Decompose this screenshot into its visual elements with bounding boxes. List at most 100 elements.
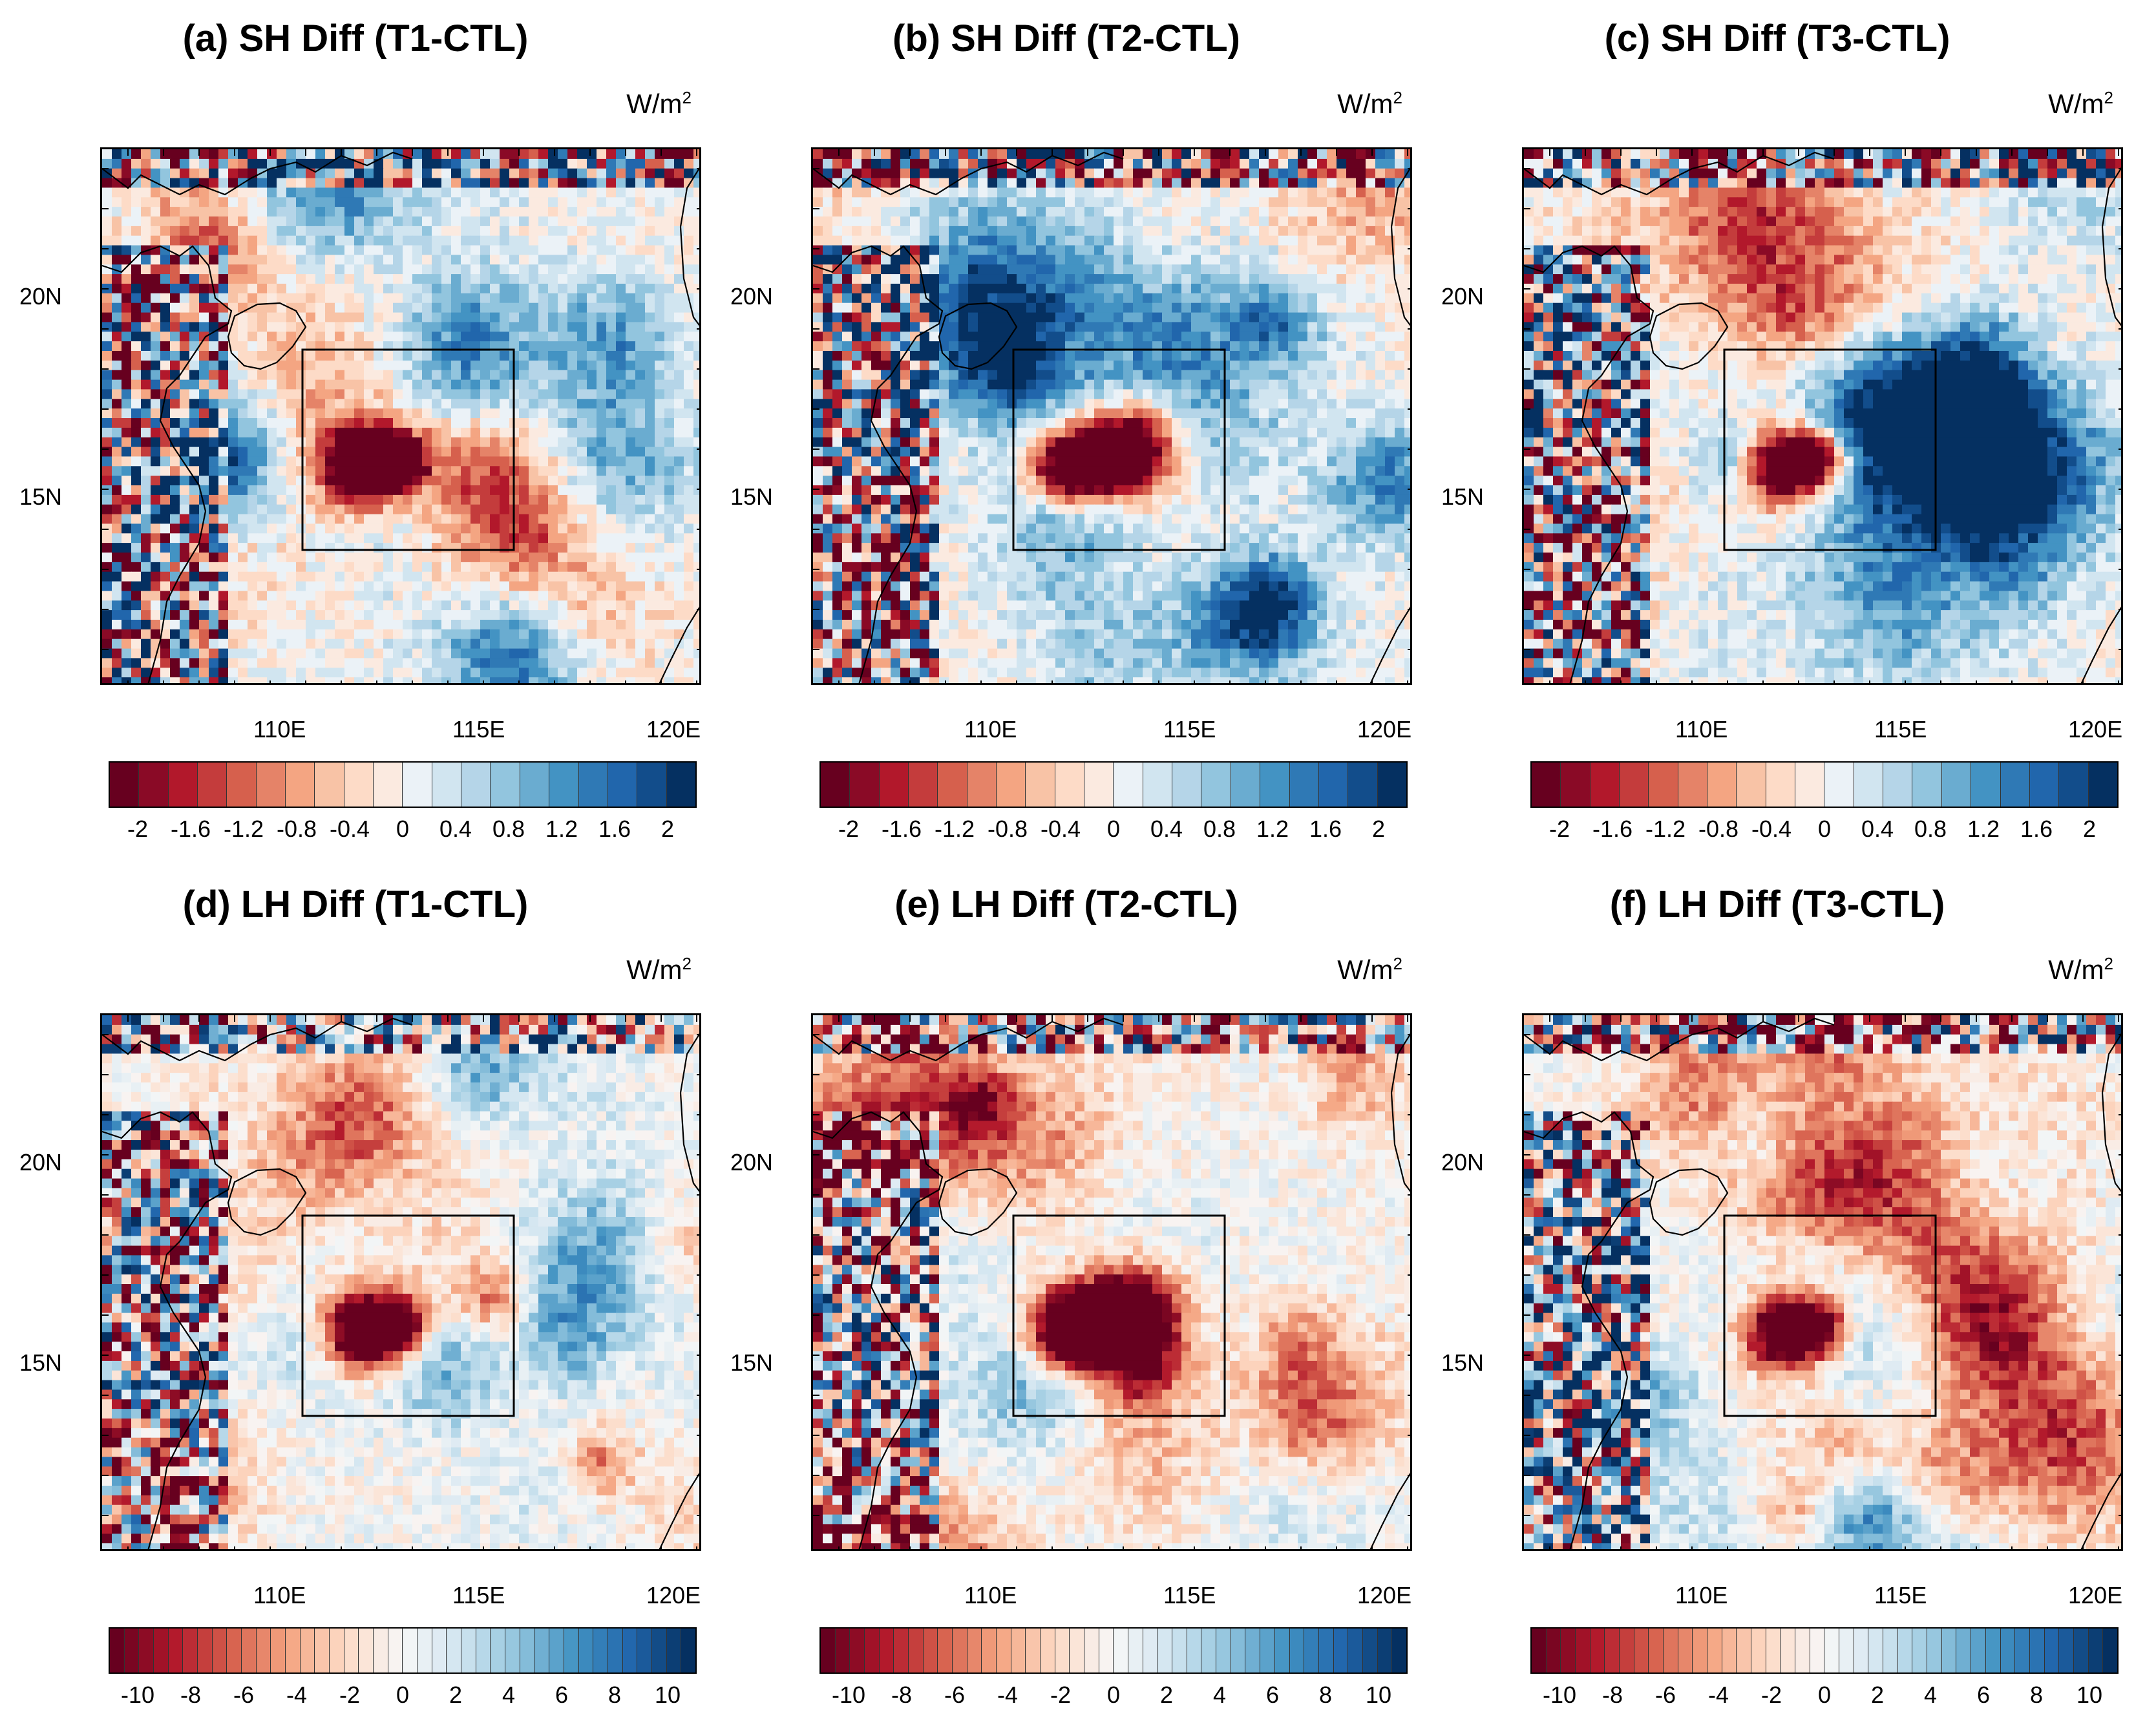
colorbar-bin [491, 1629, 506, 1672]
panel-title: (c) SH Diff (T3-CTL) [1422, 17, 2133, 60]
colorbar-bin [1274, 1629, 1290, 1672]
colorbar-bin [1377, 1629, 1393, 1672]
colorbar-bin [1927, 1629, 1942, 1672]
colorbar-bin [1231, 1629, 1246, 1672]
colorbar-tick-label: 0 [396, 1682, 409, 1709]
colorbar-bin [1897, 1629, 1913, 1672]
lon-label-115e: 115E [1163, 1582, 1216, 1609]
map-panel-c: (c) SH Diff (T3-CTL) W/m2 20N 15N 110E 115E 12… [1422, 0, 2123, 847]
colorbar-bin [1737, 1629, 1752, 1672]
map-panel-a: (a) SH Diff (T1-CTL) W/m2 20N 15N 110E 115E 12… [0, 0, 701, 847]
colorbar-bin [1026, 1629, 1041, 1672]
colorbar-bin [1956, 1629, 1972, 1672]
colorbar-bin [1649, 1629, 1664, 1672]
colorbar-bin [997, 1629, 1011, 1672]
colorbar-bin [1971, 763, 2001, 807]
colorbar-bin [154, 1629, 169, 1672]
study-region-box [301, 1214, 515, 1417]
colorbar-bin [1041, 1629, 1055, 1672]
colorbar-bin [1971, 1629, 1986, 1672]
colorbar-bin [578, 763, 608, 807]
colorbar-tick-label: -2 [127, 816, 148, 843]
colorbar-tick-label: -4 [1708, 1682, 1729, 1709]
colorbar-tick-label: -6 [233, 1682, 254, 1709]
colorbar-tick-label: 0 [396, 816, 409, 843]
colorbar-tick-label: -10 [1543, 1682, 1576, 1709]
colorbar-tick-label: 10 [2077, 1682, 2102, 1709]
colorbar-bin [271, 1629, 286, 1672]
colorbar-tick-label: 0.4 [1150, 816, 1183, 843]
colorbar-bin [520, 763, 550, 807]
colorbar-bin [1912, 763, 1942, 807]
colorbar-bin [1245, 1629, 1261, 1672]
east-coastline [1369, 167, 1410, 683]
colorbar-tick-label: 1.6 [1309, 816, 1342, 843]
lon-label-120e: 120E [2068, 716, 2122, 743]
colorbar-tick-label: -6 [1655, 1682, 1676, 1709]
colorbar-bin [1362, 1629, 1378, 1672]
hainan-island [938, 302, 1018, 370]
east-coastline [1369, 1033, 1410, 1549]
colorbar-bin [1260, 763, 1290, 807]
colorbar-bin [2059, 1629, 2074, 1672]
lon-label-120e: 120E [1357, 716, 1411, 743]
colorbar-tick-label: -8 [891, 1682, 912, 1709]
colorbar-bin [1172, 1629, 1187, 1672]
colorbar-bin [344, 763, 374, 807]
units-exponent: 2 [2104, 954, 2113, 973]
coastline [1524, 151, 1835, 683]
lat-label-15n: 15N [730, 1349, 773, 1377]
colorbar-bin [1026, 763, 1055, 807]
colorbar-bin [578, 1629, 594, 1672]
colorbar-tick-label: 4 [502, 1682, 515, 1709]
colorbar-bin [1561, 1629, 1576, 1672]
colorbar-bin [967, 763, 997, 807]
colorbar-tick-label: -2 [1761, 1682, 1782, 1709]
colorbar [819, 761, 1408, 808]
colorbar-tick-label: 2 [1372, 816, 1385, 843]
hainan-island [1649, 1168, 1729, 1236]
units-text: W/m [1337, 89, 1393, 119]
map-panel-d: (d) LH Diff (T1-CTL) W/m2 20N 15N 110E 115E 12… [0, 866, 701, 1713]
coastline [813, 1017, 1124, 1549]
colorbar-tick-label: 1.2 [545, 816, 578, 843]
colorbar-bin [286, 1629, 301, 1672]
colorbar-bin [1664, 1629, 1678, 1672]
colorbar-tick-label: 0 [1818, 1682, 1831, 1709]
colorbar-bin [681, 1629, 695, 1672]
colorbar-tick-label: 8 [2030, 1682, 2043, 1709]
units-text: W/m [626, 89, 682, 119]
units-text: W/m [2048, 89, 2104, 119]
colorbar-bin [110, 1629, 125, 1672]
colorbar-bin [2088, 1629, 2104, 1672]
map-area [811, 1013, 1412, 1551]
lon-label-115e: 115E [452, 716, 505, 743]
colorbar-bin [1620, 763, 1649, 807]
colorbar-bin [1707, 763, 1737, 807]
map-area [1522, 1013, 2123, 1551]
colorbar-bin [1318, 763, 1349, 807]
colorbar-bin [2103, 1629, 2117, 1672]
colorbar-tick-label: -0.8 [277, 816, 317, 843]
colorbar-bin [982, 1629, 997, 1672]
lon-label-110e: 110E [964, 716, 1017, 743]
colorbar-bin [608, 1629, 623, 1672]
colorbar [819, 1627, 1408, 1674]
hainan-island [1649, 302, 1729, 370]
colorbar-bin [637, 1629, 652, 1672]
colorbar-bin [2000, 1629, 2016, 1672]
colorbar-tick-label: 8 [1319, 1682, 1332, 1709]
colorbar-tick-label: -1.2 [1645, 816, 1686, 843]
colorbar-bin [139, 763, 169, 807]
colorbar-bin [1348, 763, 1378, 807]
units-label: W/m2 [626, 954, 692, 986]
panel-title: (a) SH Diff (T1-CTL) [0, 17, 711, 60]
colorbar-labels: -2 -1.6 -1.2 -0.8 -0.4 0 0.4 0.8 1.2 1.6 2 [819, 816, 1408, 848]
colorbar-bin [997, 763, 1026, 807]
lon-label-120e: 120E [646, 716, 701, 743]
colorbar-bin [183, 1629, 198, 1672]
colorbar-bin [1941, 1629, 1957, 1672]
colorbar-bin [1649, 763, 1678, 807]
colorbar-bin [1348, 1629, 1363, 1672]
colorbar-tick-label: 4 [1213, 1682, 1226, 1709]
